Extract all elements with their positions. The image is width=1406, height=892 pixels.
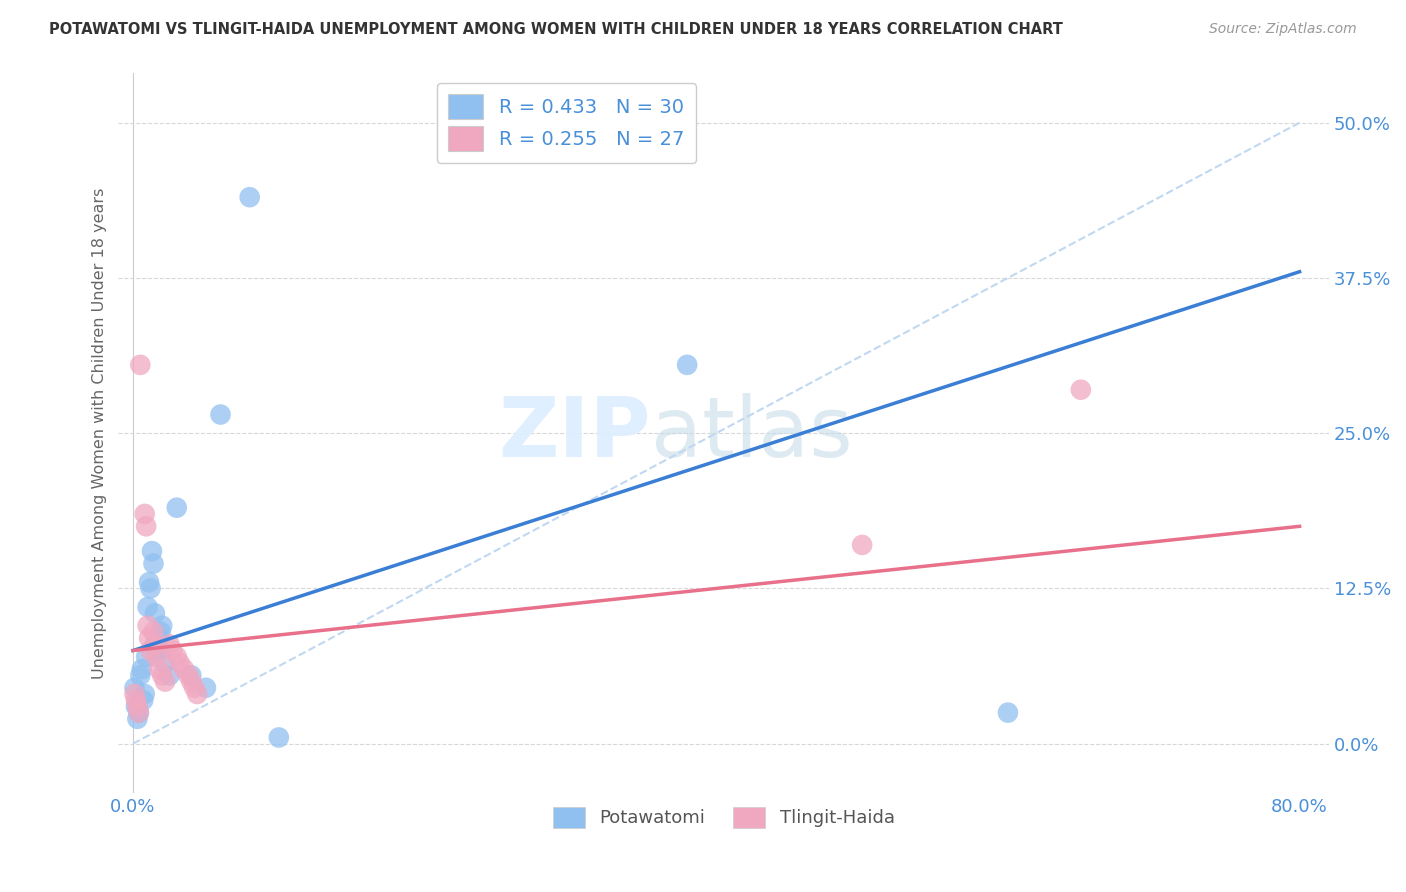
Point bbox=[239, 190, 262, 204]
Text: Source: ZipAtlas.com: Source: ZipAtlas.com bbox=[1209, 22, 1357, 37]
Point bbox=[128, 706, 150, 720]
Point bbox=[180, 668, 202, 682]
Point bbox=[127, 699, 149, 714]
Point bbox=[143, 607, 166, 621]
Text: ZIP: ZIP bbox=[499, 392, 651, 474]
Point bbox=[132, 693, 155, 707]
Point bbox=[146, 643, 169, 657]
Point bbox=[1070, 383, 1092, 397]
Point bbox=[128, 706, 150, 720]
Point bbox=[136, 618, 159, 632]
Point bbox=[159, 668, 181, 682]
Point bbox=[194, 681, 217, 695]
Text: POTAWATOMI VS TLINGIT-HAIDA UNEMPLOYMENT AMONG WOMEN WITH CHILDREN UNDER 18 YEAR: POTAWATOMI VS TLINGIT-HAIDA UNEMPLOYMENT… bbox=[49, 22, 1063, 37]
Point bbox=[125, 693, 148, 707]
Point bbox=[142, 624, 165, 639]
Point bbox=[135, 519, 157, 533]
Point bbox=[127, 712, 149, 726]
Point bbox=[134, 687, 156, 701]
Point bbox=[141, 544, 163, 558]
Point bbox=[139, 643, 162, 657]
Point bbox=[183, 681, 205, 695]
Point bbox=[134, 507, 156, 521]
Point bbox=[267, 731, 290, 745]
Point bbox=[131, 662, 153, 676]
Point bbox=[148, 662, 170, 676]
Point bbox=[851, 538, 873, 552]
Point bbox=[125, 699, 148, 714]
Point bbox=[186, 687, 208, 701]
Point bbox=[138, 575, 160, 590]
Y-axis label: Unemployment Among Women with Children Under 18 years: Unemployment Among Women with Children U… bbox=[93, 187, 107, 679]
Point bbox=[138, 631, 160, 645]
Point bbox=[177, 668, 200, 682]
Point bbox=[129, 358, 152, 372]
Point bbox=[148, 631, 170, 645]
Point bbox=[180, 674, 202, 689]
Point bbox=[136, 600, 159, 615]
Point bbox=[142, 557, 165, 571]
Point bbox=[135, 649, 157, 664]
Point bbox=[676, 358, 699, 372]
Point bbox=[129, 668, 152, 682]
Point bbox=[150, 618, 173, 632]
Point bbox=[124, 687, 146, 701]
Point bbox=[145, 649, 167, 664]
Point bbox=[159, 637, 181, 651]
Point bbox=[145, 637, 167, 651]
Point bbox=[166, 649, 188, 664]
Point bbox=[153, 656, 176, 670]
Point bbox=[173, 662, 195, 676]
Text: atlas: atlas bbox=[651, 392, 852, 474]
Legend: Potawatomi, Tlingit-Haida: Potawatomi, Tlingit-Haida bbox=[546, 799, 901, 835]
Point bbox=[143, 637, 166, 651]
Point bbox=[209, 408, 232, 422]
Point bbox=[169, 656, 191, 670]
Point bbox=[150, 668, 173, 682]
Point bbox=[149, 624, 172, 639]
Point bbox=[153, 674, 176, 689]
Point bbox=[997, 706, 1019, 720]
Point bbox=[166, 500, 188, 515]
Point bbox=[139, 582, 162, 596]
Point bbox=[124, 681, 146, 695]
Point bbox=[162, 643, 184, 657]
